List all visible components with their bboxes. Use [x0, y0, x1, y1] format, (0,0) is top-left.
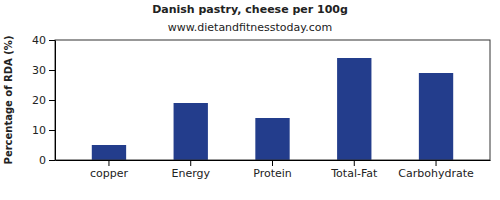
x-tick-label: Protein [253, 167, 292, 180]
y-tick-label: 0 [39, 154, 46, 167]
y-tick-mark [49, 40, 55, 41]
plot-frame [55, 40, 490, 160]
y-tick-mark [49, 130, 55, 131]
bar [174, 103, 208, 160]
x-tick: Protein [253, 160, 292, 180]
y-tick-label: 20 [32, 94, 46, 107]
y-tick-mark [49, 70, 55, 71]
y-axis-title: Percentage of RDA (%) [3, 36, 14, 165]
bar [337, 58, 371, 160]
y-tick-label: 40 [32, 34, 46, 47]
y-tick-label: 10 [32, 124, 46, 137]
x-tick-mark [354, 160, 355, 166]
y-tick: 20 [32, 94, 55, 107]
x-tick: Total-Fat [330, 160, 378, 180]
bar [92, 145, 126, 160]
x-tick-label: Carbohydrate [398, 167, 474, 180]
title: Danish pastry, cheese per 100g [152, 3, 348, 16]
y-tick: 0 [39, 154, 55, 167]
x-tick-mark [108, 160, 109, 166]
x-tick-mark [190, 160, 191, 166]
x-tick-label: copper [90, 167, 129, 180]
x-tick: Energy [171, 160, 210, 180]
bars [92, 58, 453, 160]
y-tick-label: 30 [32, 64, 46, 77]
bar [255, 118, 289, 160]
x-tick: copper [90, 160, 129, 180]
x-tick-mark [272, 160, 273, 166]
y-axis: 0 10 20 30 40 [32, 34, 56, 167]
x-tick-label: Total-Fat [330, 167, 378, 180]
y-tick-mark [49, 100, 55, 101]
y-axis-line [55, 41, 56, 161]
y-tick-mark [49, 160, 55, 161]
x-tick: Carbohydrate [398, 160, 474, 180]
y-tick: 10 [32, 124, 55, 137]
y-tick: 40 [32, 34, 55, 47]
x-tick-label: Energy [171, 167, 210, 180]
x-axis: copper Energy Protein Total-Fat Carbohydrate [56, 160, 491, 180]
x-tick-mark [436, 160, 437, 166]
y-tick: 30 [32, 64, 55, 77]
subtitle: www.dietandfitnesstoday.com [168, 21, 332, 34]
bar [419, 73, 453, 160]
